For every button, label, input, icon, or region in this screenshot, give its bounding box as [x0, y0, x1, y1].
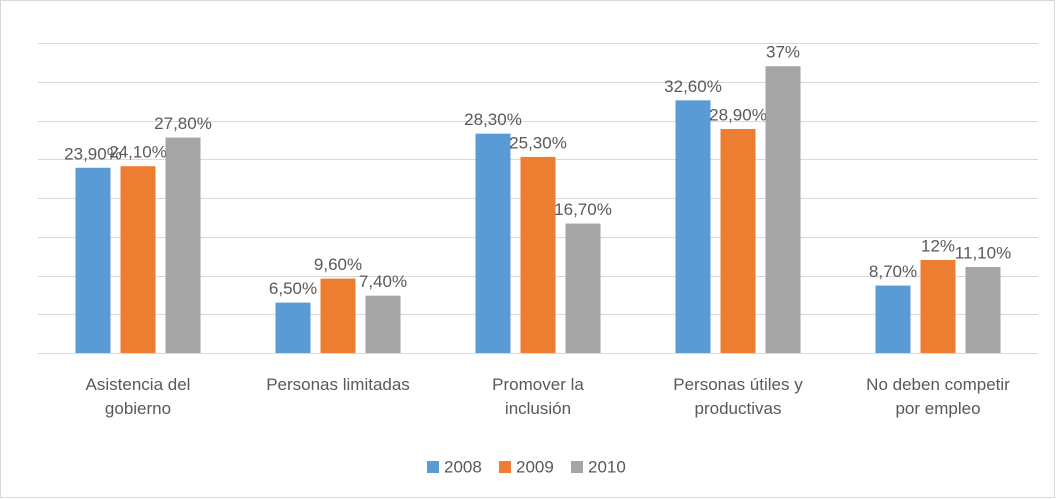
data-label: 7,40%	[359, 272, 407, 291]
legend-label: 2009	[516, 457, 554, 476]
data-label: 37%	[766, 43, 800, 62]
x-tick-label: Personas útiles y productivas	[673, 375, 803, 418]
bar	[765, 66, 801, 353]
bar	[275, 302, 311, 353]
bar	[75, 167, 111, 353]
legend-swatch	[571, 461, 583, 473]
data-label: 8,70%	[869, 262, 917, 281]
data-label: 27,80%	[154, 114, 212, 133]
legend-label: 2010	[588, 457, 626, 476]
data-label: 12%	[921, 236, 955, 255]
data-label: 16,70%	[554, 200, 612, 219]
bar	[720, 129, 756, 353]
data-label: 28,90%	[709, 106, 767, 125]
bar	[565, 223, 601, 353]
bar	[475, 133, 511, 353]
x-tick-label: Personas limitadas	[266, 375, 410, 394]
x-tick-label: Promover la inclusión	[492, 375, 584, 418]
data-label: 32,60%	[664, 77, 722, 96]
bar	[875, 285, 911, 353]
data-label: 28,30%	[464, 110, 522, 129]
x-tick-label: No deben competir por empleo	[866, 375, 1010, 418]
bar	[165, 137, 201, 353]
bar	[520, 156, 556, 353]
legend-label: 2008	[444, 457, 482, 476]
x-tick-label: Asistencia del gobierno	[85, 375, 191, 418]
data-label: 23,90%	[64, 144, 122, 163]
legend-swatch	[427, 461, 439, 473]
data-label: 9,60%	[314, 255, 362, 274]
data-label: 11,10%	[955, 243, 1011, 262]
bar	[965, 266, 1001, 353]
bar	[320, 278, 356, 353]
data-label: 25,30%	[509, 133, 567, 152]
bar	[120, 166, 156, 353]
data-label: 6,50%	[269, 279, 317, 298]
bar	[365, 295, 401, 353]
legend-swatch	[499, 461, 511, 473]
bar	[675, 100, 711, 353]
data-label: 24,10%	[109, 143, 167, 162]
bar	[920, 260, 956, 353]
